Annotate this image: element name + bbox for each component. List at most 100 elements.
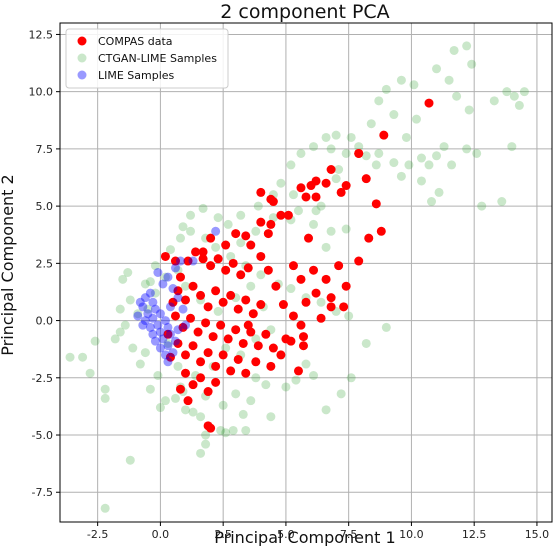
data-point: [416, 153, 426, 163]
data-point: [449, 45, 459, 55]
data-point: [135, 359, 145, 369]
data-point: [148, 329, 158, 339]
data-point: [336, 389, 346, 399]
data-point: [153, 320, 163, 330]
data-point: [301, 297, 311, 307]
data-point: [366, 119, 376, 129]
data-point: [462, 41, 472, 51]
data-point: [241, 295, 251, 305]
data-point: [341, 281, 351, 291]
x-tick-label: 5.0: [277, 528, 295, 541]
data-point: [341, 224, 351, 234]
data-point: [123, 268, 133, 277]
data-point: [186, 313, 196, 323]
data-point: [145, 322, 155, 332]
data-point: [316, 201, 326, 211]
y-tick-label: -7.5: [32, 486, 53, 499]
data-point: [276, 350, 286, 360]
data-point: [221, 265, 231, 275]
data-point: [228, 425, 238, 435]
legend: COMPAS data CTGAN-LIME Samples LIME Sample…: [65, 28, 229, 89]
data-point: [226, 251, 236, 261]
data-point: [85, 368, 95, 378]
data-point: [181, 368, 191, 378]
data-point: [168, 348, 178, 358]
y-tick-label: 5.0: [36, 200, 54, 213]
data-point: [175, 233, 185, 243]
data-point: [181, 295, 191, 305]
data-point: [241, 425, 251, 435]
data-point: [140, 316, 150, 326]
data-point: [175, 256, 185, 266]
data-point: [148, 313, 158, 323]
data-point: [404, 160, 414, 170]
data-point: [170, 336, 180, 346]
data-point: [246, 240, 256, 250]
data-point: [311, 192, 321, 202]
data-point: [241, 231, 251, 241]
data-point: [158, 334, 168, 344]
data-point: [150, 288, 160, 298]
data-point: [253, 201, 263, 211]
axis-ticks: -2.5 0.0 2.5 5.0 7.5 10.0 12.5 15.0 -7.5 -5.0 -2.5…: [29, 28, 550, 541]
data-point: [331, 174, 341, 184]
data-point: [140, 293, 150, 303]
data-point: [188, 407, 198, 417]
data-point: [170, 393, 180, 403]
data-point: [196, 290, 206, 300]
data-point: [206, 261, 216, 271]
data-point: [477, 201, 487, 211]
data-point: [381, 322, 391, 332]
data-point: [243, 320, 253, 330]
data-point: [158, 279, 168, 289]
data-point: [361, 174, 371, 184]
data-point: [125, 295, 135, 305]
data-point: [216, 320, 226, 330]
data-point: [118, 274, 128, 284]
data-point: [153, 268, 163, 277]
data-point: [296, 148, 306, 158]
data-point: [196, 412, 206, 422]
data-point: [243, 263, 253, 273]
data-point: [354, 256, 364, 266]
data-point: [208, 332, 218, 342]
x-axis-title: Principal Component 1: [214, 528, 395, 546]
data-point: [389, 158, 399, 168]
data-point: [160, 396, 170, 406]
data-point: [361, 151, 371, 161]
data-point: [165, 352, 175, 362]
data-point: [100, 384, 110, 394]
data-point: [140, 279, 150, 289]
data-point: [326, 144, 336, 154]
data-point: [221, 240, 231, 250]
data-point: [211, 226, 221, 236]
data-point: [344, 311, 354, 321]
data-point: [133, 309, 143, 319]
data-point: [193, 327, 203, 337]
data-point: [196, 448, 206, 458]
data-point: [432, 151, 442, 161]
data-point: [165, 302, 175, 312]
x-tick-label: 15.0: [525, 528, 550, 541]
data-point: [309, 265, 319, 275]
data-point: [341, 148, 351, 158]
data-point: [251, 357, 261, 367]
data-point: [268, 213, 278, 223]
data-point: [346, 132, 356, 142]
data-point: [196, 373, 206, 383]
data-point: [196, 357, 206, 367]
data-point: [198, 203, 208, 213]
data-point: [354, 142, 364, 152]
legend-marker: [77, 36, 87, 46]
data-point: [188, 281, 198, 291]
data-point: [321, 132, 331, 142]
data-point: [334, 164, 344, 174]
data-point: [173, 325, 183, 335]
data-point: [241, 368, 251, 378]
y-tick-label: 2.5: [36, 257, 54, 270]
data-point: [271, 281, 281, 291]
data-point: [246, 396, 256, 406]
data-point: [170, 256, 180, 266]
data-point: [298, 341, 308, 351]
